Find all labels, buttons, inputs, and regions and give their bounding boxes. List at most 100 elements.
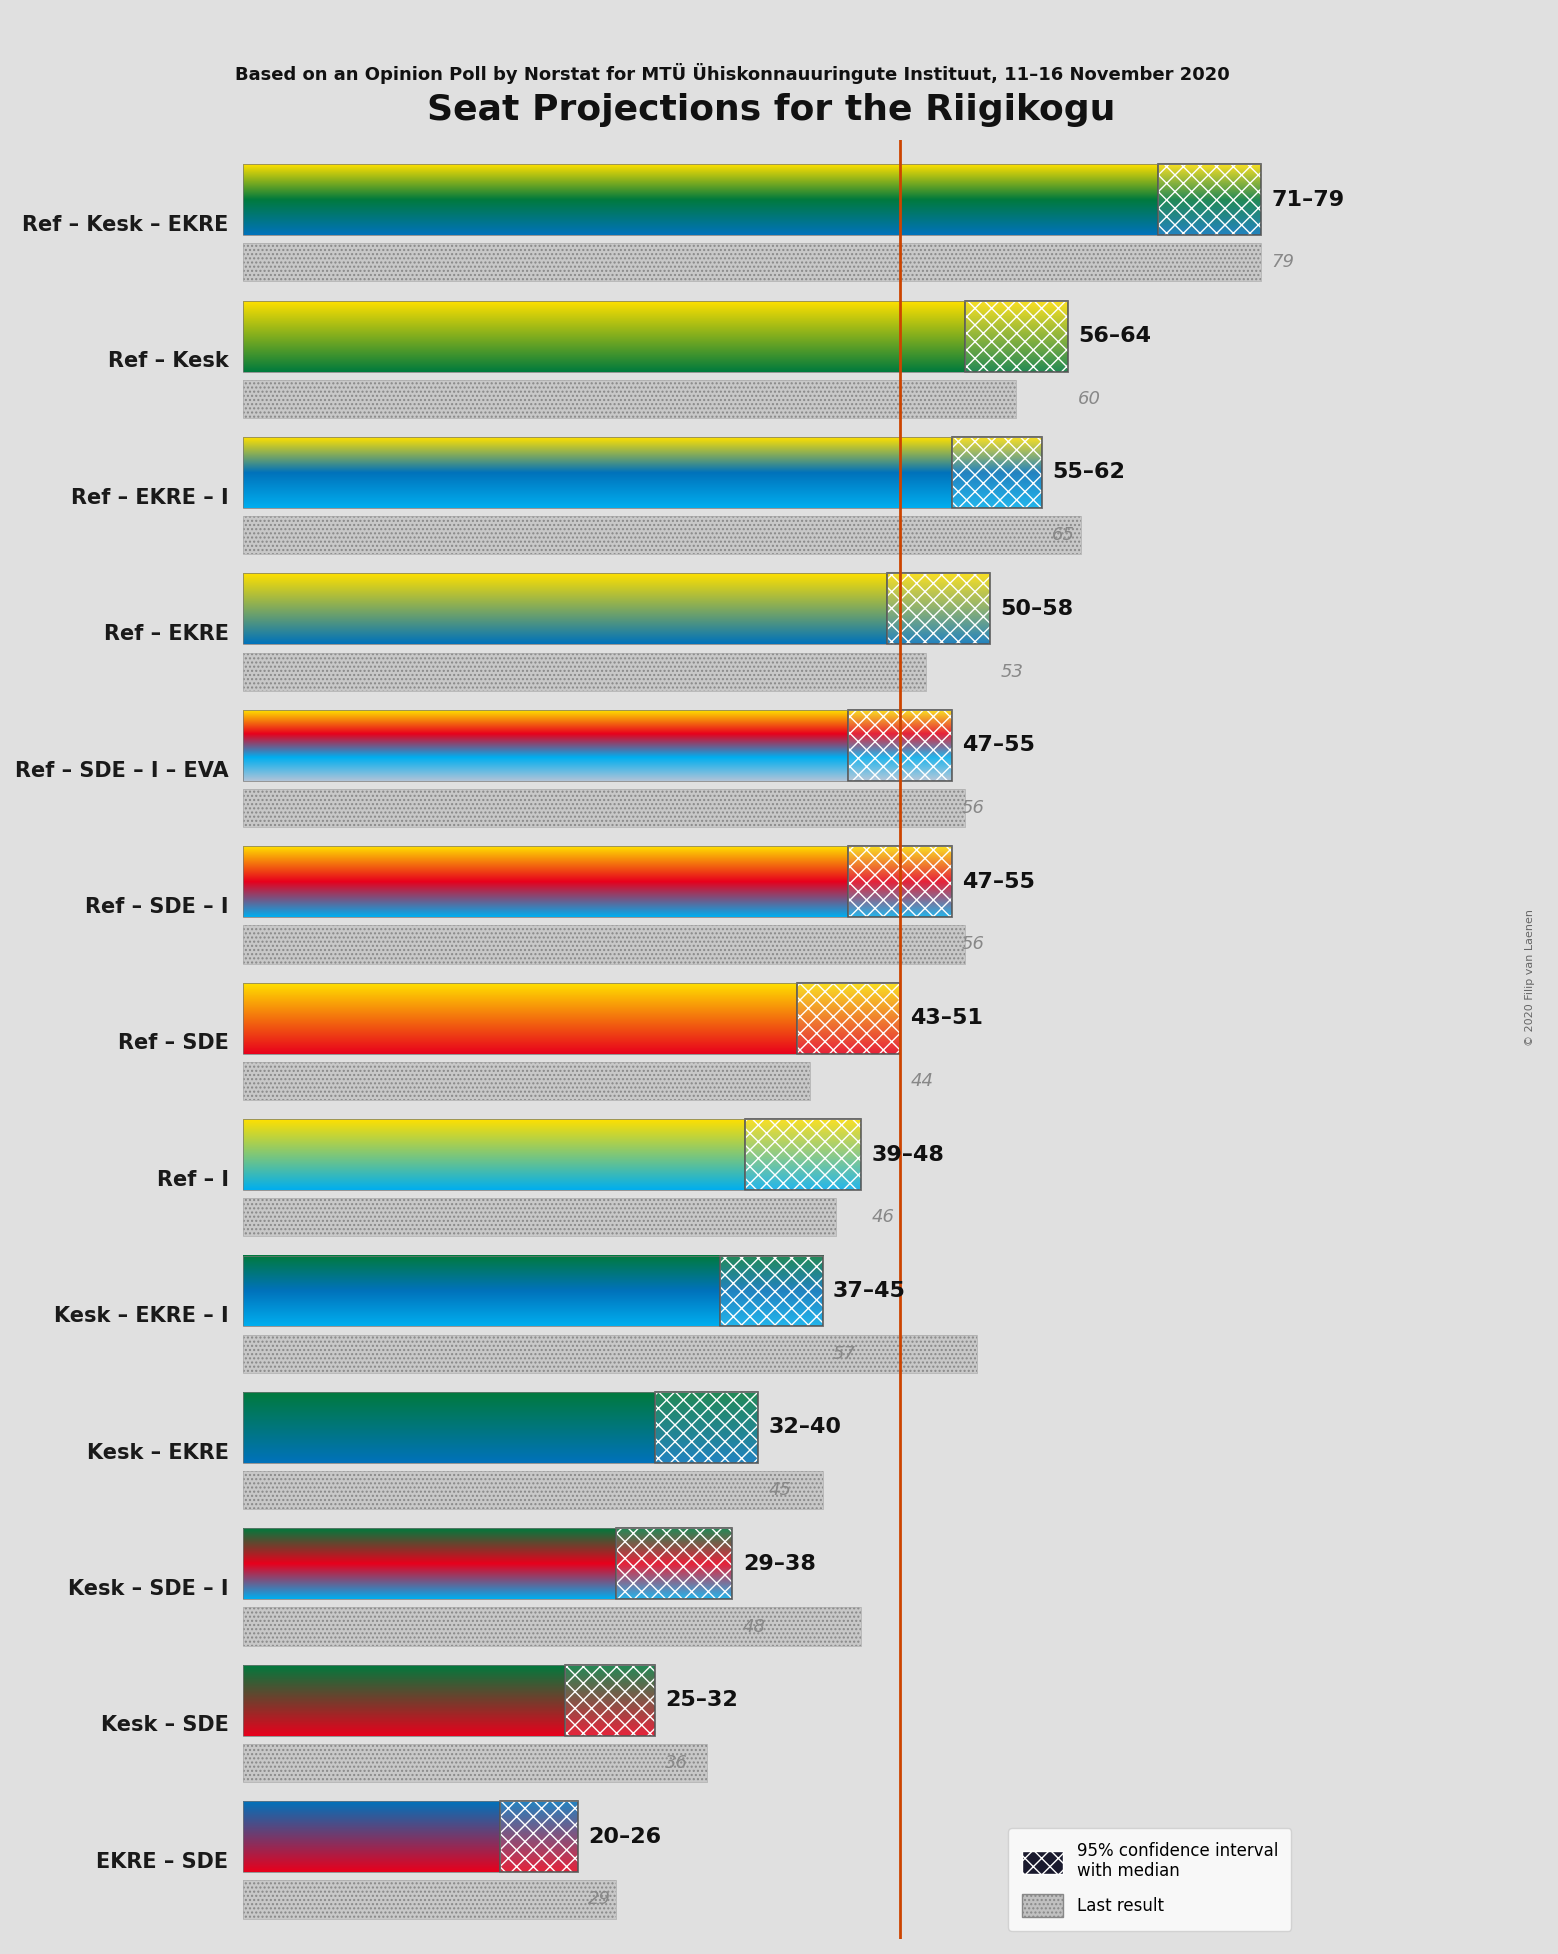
Bar [243,926,964,963]
Bar [654,1391,759,1464]
Text: 29–38: 29–38 [743,1553,816,1573]
Bar [243,1743,707,1782]
Bar [887,573,991,645]
Bar [243,244,1260,281]
Bar [243,1802,578,1872]
Title: Seat Projections for the Riigikogu: Seat Projections for the Riigikogu [427,94,1116,127]
Bar [243,244,1260,281]
Bar [243,1256,823,1327]
Bar [849,709,952,782]
Legend: 95% confidence interval
with median, Last result: 95% confidence interval with median, Las… [1008,1829,1292,1931]
Bar [566,1665,654,1735]
Bar [887,573,991,645]
Bar [243,653,925,692]
Bar [745,1120,862,1190]
Bar [243,516,1081,555]
Bar [243,379,1016,418]
Bar [243,164,1260,234]
Bar [243,379,1016,418]
Text: 60: 60 [1078,389,1102,408]
Bar [243,1880,617,1919]
Bar [952,438,1042,508]
Bar [1158,164,1260,234]
Bar [243,1608,862,1645]
Text: 50–58: 50–58 [1000,598,1073,619]
Bar [654,1391,759,1464]
Bar [796,983,901,1053]
Bar [243,1391,759,1464]
Text: 46: 46 [871,1208,894,1227]
Bar [1158,164,1260,234]
Bar [243,1743,707,1782]
Bar [849,709,952,782]
Text: 71–79: 71–79 [1271,190,1345,209]
Bar [500,1802,578,1872]
Bar [243,1061,810,1100]
Text: 39–48: 39–48 [871,1145,944,1165]
Bar [243,1061,810,1100]
Bar [243,789,964,827]
Bar [243,516,1081,555]
Text: 56: 56 [961,799,985,817]
Bar [243,1120,862,1190]
Bar [964,301,1067,371]
Bar [243,301,1067,371]
Bar [243,1335,977,1374]
Text: 56: 56 [961,936,985,954]
Text: 53: 53 [1000,662,1024,680]
Bar [243,1471,823,1508]
Bar [243,926,964,963]
Text: 45: 45 [768,1481,791,1499]
Bar [243,1743,707,1782]
Bar [243,1335,977,1374]
Text: 57: 57 [834,1344,855,1362]
Bar [745,1120,862,1190]
Text: 65: 65 [1052,526,1075,545]
Bar [243,244,1260,281]
Text: © 2020 Filip van Laenen: © 2020 Filip van Laenen [1525,909,1535,1045]
Bar [243,983,901,1053]
Bar [243,926,964,963]
Text: 36: 36 [665,1755,689,1772]
Bar [243,709,952,782]
Bar [849,846,952,916]
Bar [243,1528,732,1598]
Bar [964,301,1067,371]
Bar [243,1608,862,1645]
Bar [243,1061,810,1100]
Text: 55–62: 55–62 [1052,463,1125,483]
Text: 25–32: 25–32 [665,1690,738,1710]
Bar [849,846,952,916]
Bar [243,573,991,645]
Text: 56–64: 56–64 [1078,326,1151,346]
Bar [243,1880,617,1919]
Bar [243,1665,654,1735]
Text: 20–26: 20–26 [587,1827,661,1847]
Text: 43–51: 43–51 [910,1008,983,1028]
Bar [243,653,925,692]
Bar [243,438,1042,508]
Bar [243,1198,835,1237]
Bar [243,1335,977,1374]
Bar [720,1256,823,1327]
Bar [720,1256,823,1327]
Bar [617,1528,732,1598]
Text: Based on an Opinion Poll by Norstat for MTÜ Ühiskonnauuringute Instituut, 11–16 : Based on an Opinion Poll by Norstat for … [235,63,1229,84]
Text: 47–55: 47–55 [961,735,1035,756]
Bar [243,379,1016,418]
Bar [243,1198,835,1237]
Bar [566,1665,654,1735]
Bar [243,789,964,827]
Text: 47–55: 47–55 [961,871,1035,891]
Bar [796,983,901,1053]
Text: 32–40: 32–40 [768,1417,841,1438]
Text: 29: 29 [587,1890,611,1909]
Bar [243,1471,823,1508]
Bar [243,846,952,916]
Bar [243,653,925,692]
Bar [243,516,1081,555]
Bar [243,1880,617,1919]
Text: 48: 48 [743,1618,767,1635]
Text: 44: 44 [910,1073,933,1090]
Bar [243,1608,862,1645]
